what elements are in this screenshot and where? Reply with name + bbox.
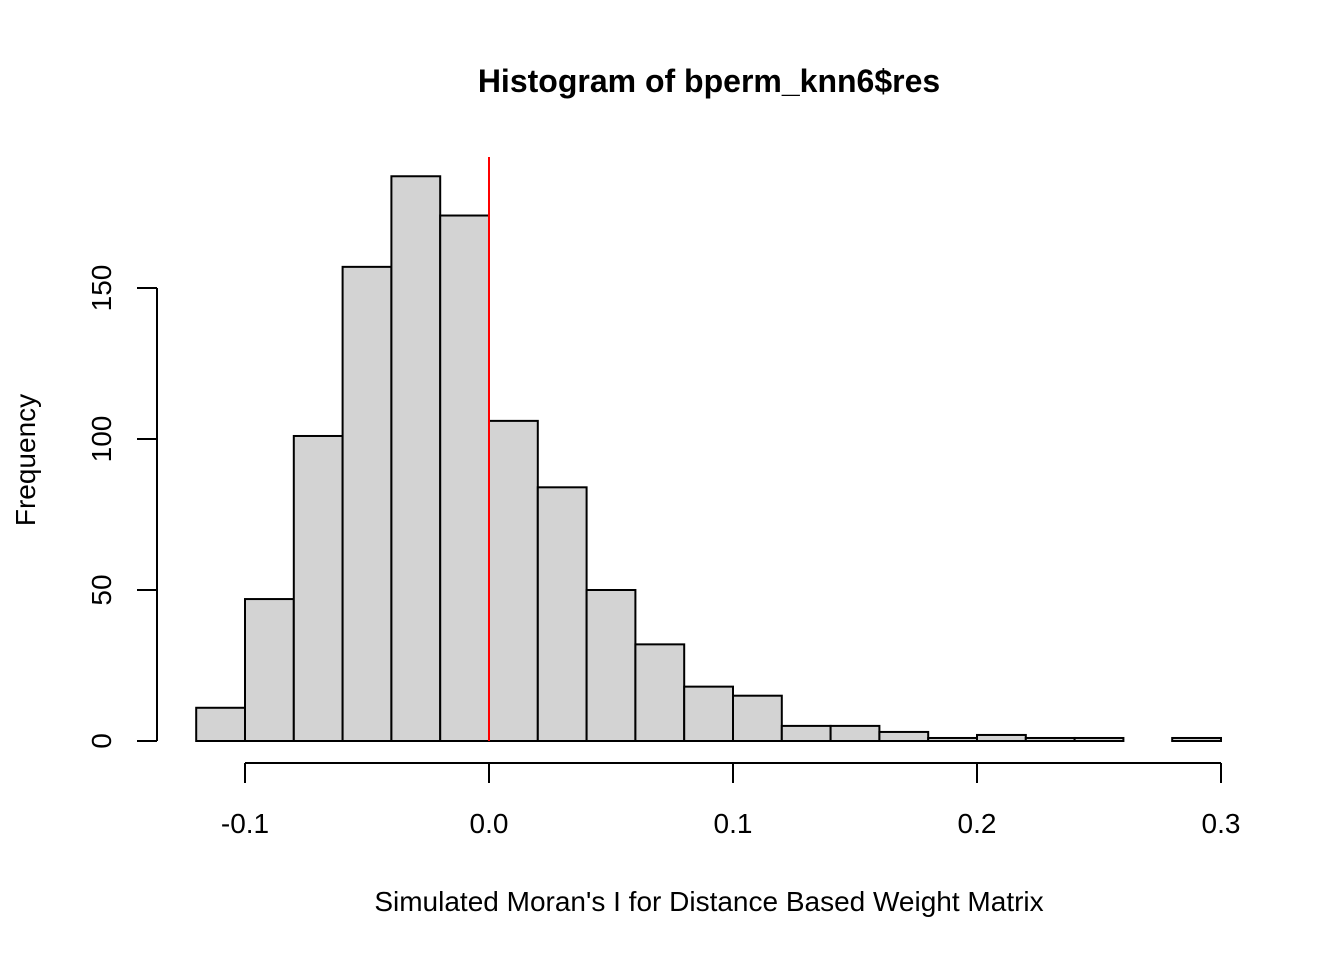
- histogram-bar: [732, 694, 783, 743]
- histogram-bar: [976, 733, 1027, 743]
- histogram-bar: [683, 685, 735, 743]
- y-tick-label: 50: [86, 574, 117, 605]
- histogram-bar: [780, 724, 832, 743]
- histogram-bar: [439, 214, 491, 742]
- x-tick-label: -0.1: [221, 808, 269, 839]
- histogram-bar: [585, 589, 637, 742]
- x-tick-label: 0.3: [1202, 808, 1241, 839]
- y-tick-label: 100: [86, 416, 117, 463]
- x-axis: -0.1 0.0 0.1 0.2 0.3: [221, 762, 1241, 839]
- histogram-bar: [488, 419, 539, 742]
- chart-title: Histogram of bperm_knn6$res: [478, 63, 940, 99]
- histogram-bar: [390, 175, 442, 742]
- histogram-bar: [341, 265, 393, 742]
- y-axis-label: Frequency: [10, 394, 41, 526]
- y-tick-label: 150: [86, 265, 117, 312]
- y-tick-label: 0: [86, 733, 117, 749]
- x-tick-label: 0.1: [714, 808, 753, 839]
- histogram-bar: [1024, 736, 1076, 742]
- histogram-bar: [878, 730, 930, 743]
- histogram-bar: [292, 434, 344, 742]
- histogram-bar: [195, 706, 246, 743]
- histogram-bar: [244, 598, 295, 742]
- histogram-bar: [536, 486, 588, 742]
- bars-group: [195, 175, 1222, 743]
- x-tick-label: 0.0: [470, 808, 509, 839]
- histogram-bar: [829, 724, 881, 743]
- x-axis-label: Simulated Moran's I for Distance Based W…: [374, 886, 1043, 917]
- histogram-bar: [927, 736, 979, 742]
- x-tick-label: 0.2: [958, 808, 997, 839]
- histogram-bar: [634, 643, 686, 742]
- histogram-bar: [1171, 736, 1222, 742]
- y-axis: 0 50 100 150: [86, 265, 158, 749]
- histogram-bar: [1073, 736, 1125, 742]
